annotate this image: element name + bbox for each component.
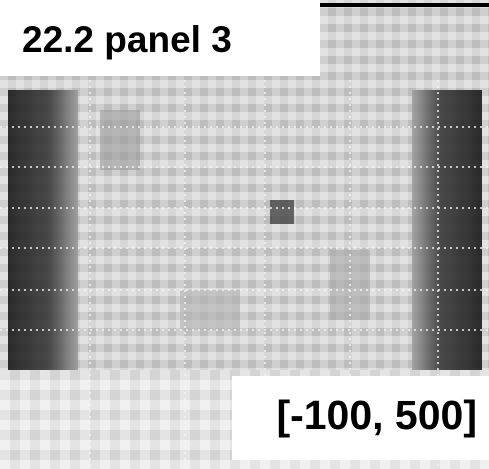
dark-band-left	[8, 90, 78, 370]
page: 22.2 panel 3 [-100, 500] (() => { const …	[0, 0, 489, 469]
panel-title: 22.2 panel 3	[22, 19, 232, 60]
texture-block	[270, 200, 294, 224]
dark-band-right	[412, 90, 482, 370]
texture-block	[100, 110, 140, 170]
panel: 22.2 panel 3 [-100, 500]	[0, 0, 489, 469]
texture-block	[180, 290, 240, 330]
range-label: [-100, 500]	[276, 392, 477, 438]
